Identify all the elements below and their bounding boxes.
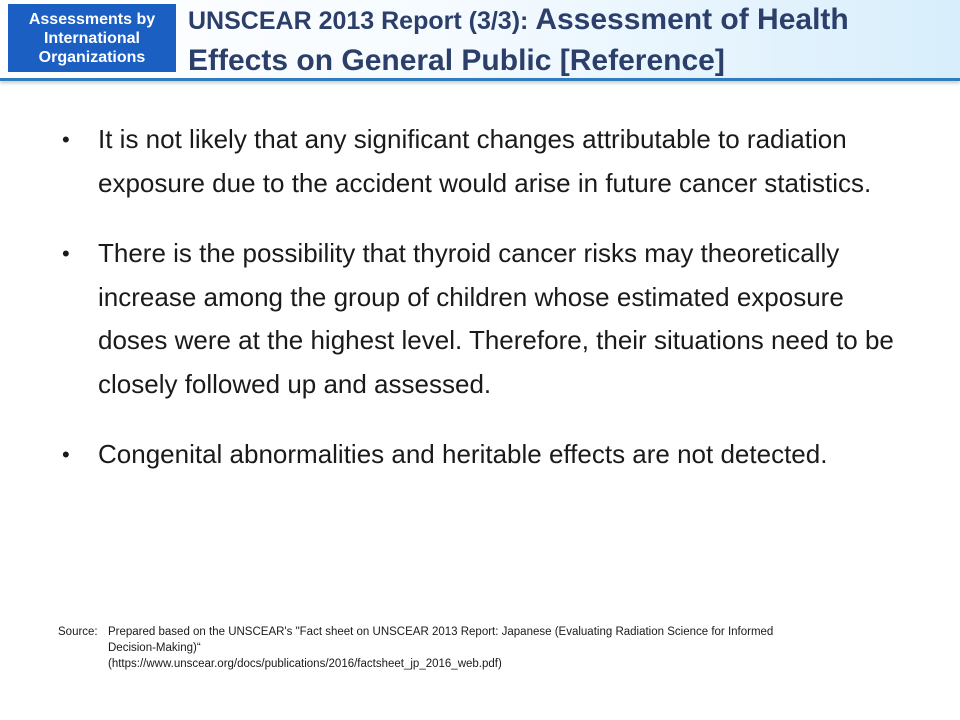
title-report-label: UNSCEAR 2013 Report (3/3): xyxy=(188,7,536,35)
source-url: (https://www.unscear.org/docs/publicatio… xyxy=(108,658,502,670)
bullet-text: There is the possibility that thyroid ca… xyxy=(98,238,894,399)
category-tag: Assessments by International Organizatio… xyxy=(8,4,176,72)
source-body: Prepared based on the UNSCEAR's "Fact sh… xyxy=(108,624,918,672)
source-note: Source: Prepared based on the UNSCEAR's … xyxy=(58,624,918,672)
bullet-item: • It is not likely that any significant … xyxy=(60,118,920,205)
bullet-list: • It is not likely that any significant … xyxy=(60,118,920,504)
title-topic-line1: Assessment of Health xyxy=(535,3,849,36)
header-divider xyxy=(0,78,960,81)
bullet-marker: • xyxy=(62,127,70,152)
source-line-1: Prepared based on the UNSCEAR's "Fact sh… xyxy=(108,626,774,638)
source-label: Source: xyxy=(58,626,98,638)
title-topic-line2: Effects on General Public [Reference] xyxy=(188,44,725,77)
bullet-marker: • xyxy=(62,241,70,266)
bullet-text: Congenital abnormalities and heritable e… xyxy=(98,439,828,469)
bullet-marker: • xyxy=(62,442,70,467)
bullet-item: • There is the possibility that thyroid … xyxy=(60,232,920,406)
header-bar: Assessments by International Organizatio… xyxy=(0,0,960,78)
bullet-text: It is not likely that any significant ch… xyxy=(98,124,872,198)
source-line-2: Decision-Making)“ xyxy=(108,642,201,654)
bullet-item: • Congenital abnormalities and heritable… xyxy=(60,433,920,477)
page-title: UNSCEAR 2013 Report (3/3): Assessment of… xyxy=(188,2,953,84)
